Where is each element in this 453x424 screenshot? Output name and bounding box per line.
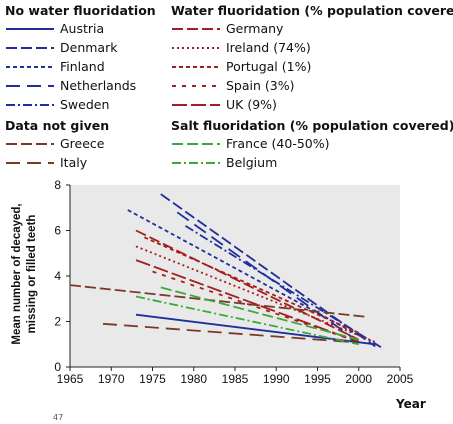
legend-header-salt: Salt fluoridation (% population covered) [171, 118, 453, 133]
legend-swatch-austria [6, 28, 54, 30]
x-tick-label-1970: 1970 [98, 372, 125, 385]
x-tick-label-1985: 1985 [222, 372, 249, 385]
legend-label-germany: Germany [226, 21, 284, 36]
legend-header-water: Water fluoridation (% population covered… [171, 3, 453, 18]
y-axis-label-line1: Mean number of decayed, [11, 203, 23, 344]
legend-label-uk-9: UK (9%) [226, 97, 277, 112]
legend-swatch-greece [6, 143, 54, 145]
legend-swatch-netherlands [6, 85, 54, 87]
legend-swatch-portugal-1 [172, 66, 220, 68]
legend-label-spain-3: Spain (3%) [226, 78, 295, 93]
y-tick-label-6: 6 [54, 224, 61, 238]
legend-swatch-germany [172, 28, 220, 30]
legend: No water fluoridation Water fluoridation… [0, 0, 453, 175]
y-tick-label-2: 2 [54, 315, 61, 329]
series-line-greece [69, 284, 368, 318]
legend-label-belgium: Belgium [226, 155, 278, 170]
y-axis-label-line2: missing or filled teeth [26, 215, 38, 334]
y-tick-label-8: 8 [54, 178, 61, 192]
y-tick-label-0: 0 [54, 360, 61, 374]
x-tick-label-1995: 1995 [304, 372, 331, 385]
legend-swatch-denmark [6, 47, 54, 49]
legend-swatch-france-40-50 [172, 143, 220, 145]
legend-swatch-sweden [6, 104, 54, 106]
legend-label-sweden: Sweden [60, 97, 110, 112]
legend-label-ireland-74: Ireland (74%) [226, 40, 311, 55]
legend-swatch-uk-9 [172, 104, 220, 106]
x-tick-label-1980: 1980 [180, 372, 207, 385]
legend-header-data-not-given: Data not given [5, 118, 110, 133]
legend-label-italy: Italy [60, 155, 88, 170]
legend-swatch-belgium [172, 162, 220, 164]
legend-label-netherlands: Netherlands [60, 78, 137, 93]
x-axis-label: Year [396, 397, 426, 411]
chart-plot: 1965 1970 1975 1980 1985 1990 1995 2000 2005 0 2 4 6… [54, 178, 414, 385]
x-tick-label-1965: 1965 [57, 372, 84, 385]
x-tick-label-1990: 1990 [263, 372, 290, 385]
legend-label-austria: Austria [60, 21, 105, 36]
series-line-uk-9 [135, 259, 360, 343]
legend-swatch-ireland-74 [172, 47, 220, 49]
series-line-belgium [135, 295, 359, 346]
series-line-denmark [160, 193, 376, 348]
legend-label-finland: Finland [60, 59, 105, 74]
y-tick-label-4: 4 [54, 269, 61, 283]
legend-label-portugal-1: Portugal (1%) [226, 59, 312, 74]
x-tick-label-1975: 1975 [139, 372, 166, 385]
series-line-france-40-50 [160, 286, 360, 341]
series-line-austria [135, 313, 376, 346]
x-tick-label-2005: 2005 [387, 372, 414, 385]
footnote: 47 [53, 413, 64, 422]
legend-label-greece: Greece [60, 136, 105, 151]
legend-header-no-water: No water fluoridation [5, 3, 156, 18]
legend-swatch-italy [6, 162, 54, 164]
legend-label-denmark: Denmark [60, 40, 118, 55]
series-line-germany [135, 229, 360, 341]
y-axis-label: Mean number of decayed, missing or fille… [6, 184, 44, 364]
legend-label-france-40-50: France (40-50%) [226, 136, 330, 151]
legend-swatch-spain-3 [172, 85, 220, 87]
legend-swatch-finland [6, 66, 54, 68]
x-tick-label-2000: 2000 [345, 372, 372, 385]
